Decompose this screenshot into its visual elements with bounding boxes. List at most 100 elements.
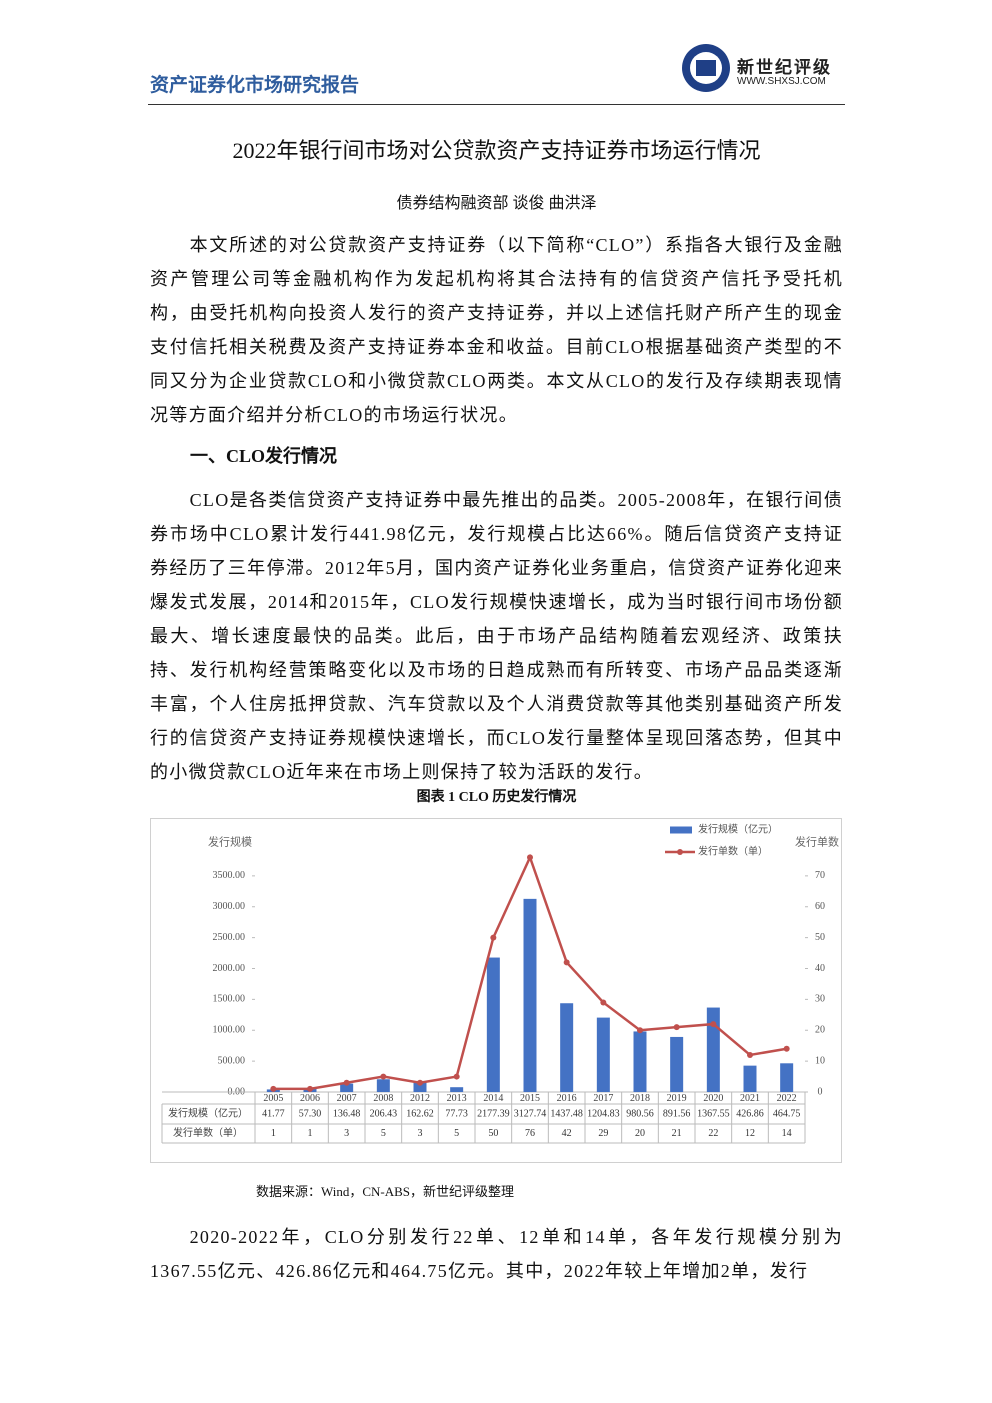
- y2-tick-label: 40: [815, 963, 825, 974]
- table-cell: 2177.39: [477, 1108, 510, 1119]
- line-point: [673, 1024, 680, 1031]
- line-point: [343, 1079, 350, 1086]
- line-point: [563, 959, 570, 966]
- table-cell: 14: [782, 1128, 792, 1139]
- bar: [596, 1017, 610, 1092]
- y-tick-label: 2500.00: [213, 932, 246, 943]
- logo-name: 新世纪评级: [737, 58, 832, 77]
- table-cell: 76: [525, 1128, 535, 1139]
- x-tick-label: 2012: [410, 1093, 430, 1104]
- header-title: 资产证券化市场研究报告: [150, 75, 360, 96]
- y-axis-title: 发行规模: [208, 835, 252, 849]
- bar: [376, 1079, 390, 1092]
- y-tick-label: 500.00: [218, 1055, 246, 1066]
- chart: 发行规模 发行单数0.00500.001000.001500.002000.002…: [150, 818, 842, 1163]
- y2-tick-label: 50: [815, 932, 825, 943]
- authors: 债券结构融资部 谈俊 曲洪泽: [396, 195, 597, 212]
- table-cell: 136.48: [333, 1108, 361, 1119]
- logo: [682, 44, 730, 92]
- table-cell: 21: [672, 1128, 682, 1139]
- table-cell: 42: [562, 1128, 572, 1139]
- bar: [486, 957, 500, 1092]
- table-row-label: 发行单数（单）: [173, 1126, 243, 1139]
- x-tick-label: 2005: [263, 1093, 283, 1104]
- table-cell: 1: [308, 1128, 313, 1139]
- line-point: [527, 854, 533, 861]
- table-cell: 77.73: [445, 1108, 468, 1119]
- table-cell: 1437.48: [550, 1108, 583, 1119]
- line-point: [307, 1085, 313, 1092]
- x-tick-label: 2021: [740, 1093, 760, 1104]
- table-cell: 41.77: [262, 1108, 285, 1119]
- line-point: [490, 934, 497, 941]
- x-tick-label: 2017: [593, 1093, 613, 1104]
- y2-tick-label: 10: [815, 1055, 825, 1066]
- table-cell: 1204.83: [587, 1108, 620, 1119]
- logo-url: WWW.SHXSJ.COM: [737, 76, 826, 87]
- y2-tick-label: 0: [818, 1086, 823, 1097]
- bar: [633, 1031, 647, 1092]
- legend-swatch: [670, 826, 692, 834]
- table-cell: 12: [745, 1128, 755, 1139]
- bar: [450, 1087, 464, 1092]
- line-point: [637, 1027, 643, 1034]
- table-cell: 1: [271, 1128, 276, 1139]
- y2-tick-label: 60: [815, 901, 825, 912]
- paragraph: CLO是各类信贷资产支持证券中最先推出的品类。2005-2008年，在银行间债券…: [150, 490, 843, 782]
- line-point: [783, 1045, 790, 1052]
- table-cell: 57.30: [299, 1108, 322, 1119]
- bar: [743, 1065, 757, 1092]
- table-cell: 206.43: [370, 1108, 398, 1119]
- table-cell: 3: [344, 1128, 349, 1139]
- x-tick-label: 2022: [777, 1093, 797, 1104]
- y-tick-label: 1000.00: [213, 1025, 246, 1036]
- bar: [560, 1003, 574, 1092]
- line-point: [453, 1073, 460, 1080]
- table-cell: 980.56: [626, 1108, 654, 1119]
- table-cell: 5: [454, 1128, 459, 1139]
- y-tick-label: 3000.00: [213, 901, 246, 912]
- x-tick-label: 2019: [667, 1093, 687, 1104]
- y2-tick-label: 30: [815, 994, 825, 1005]
- line-point: [600, 999, 607, 1006]
- table-cell: 426.86: [736, 1108, 764, 1119]
- table-cell: 20: [635, 1128, 645, 1139]
- line-point: [380, 1073, 387, 1080]
- x-tick-label: 2018: [630, 1093, 650, 1104]
- x-tick-label: 2007: [337, 1093, 357, 1104]
- y2-tick-label: 20: [815, 1025, 825, 1036]
- doc-title: 2022年银行间市场对公贷款资产支持证券市场运行情况: [232, 138, 761, 163]
- legend-swatch: [677, 849, 683, 855]
- line-point: [747, 1051, 753, 1058]
- bar: [413, 1081, 427, 1092]
- table-cell: 3: [418, 1128, 423, 1139]
- table-cell: 22: [708, 1128, 718, 1139]
- bar: [340, 1083, 354, 1092]
- x-tick-label: 2013: [447, 1093, 467, 1104]
- paragraph: 2020-2022年，CLO分别发行22单、12单和14单，各年发行规模分别为1…: [150, 1227, 843, 1281]
- bar: [780, 1063, 794, 1092]
- table-cell: 464.75: [773, 1108, 801, 1119]
- header-rule: [148, 104, 845, 105]
- table-cell: 5: [381, 1128, 386, 1139]
- figure-caption: 图表 1 CLO 历史发行情况: [416, 790, 577, 805]
- y-tick-label: 3500.00: [213, 870, 246, 881]
- line-point: [417, 1079, 423, 1086]
- source: 数据来源：Wind，CN-ABS，新世纪评级整理: [256, 1184, 515, 1199]
- legend-label: 发行规模（亿元）: [698, 822, 778, 835]
- table-cell: 29: [598, 1128, 608, 1139]
- y-tick-label: 2000.00: [213, 963, 246, 974]
- section-heading: 一、CLO发行情况: [190, 446, 338, 466]
- table-cell: 1367.55: [697, 1108, 730, 1119]
- bar: [523, 898, 537, 1092]
- table-cell: 3127.74: [514, 1108, 547, 1119]
- x-tick-label: 2006: [300, 1093, 320, 1104]
- paragraph: 本文所述的对公贷款资产支持证券（以下简称“CLO”）系指各大银行及金融资产管理公…: [150, 235, 843, 425]
- legend-label: 发行单数（单）: [698, 844, 768, 857]
- table-cell: 162.62: [406, 1108, 434, 1119]
- y2-axis-title: 发行单数: [795, 835, 839, 849]
- x-tick-label: 2020: [703, 1093, 723, 1104]
- x-tick-label: 2008: [373, 1093, 393, 1104]
- x-tick-label: 2016: [557, 1093, 577, 1104]
